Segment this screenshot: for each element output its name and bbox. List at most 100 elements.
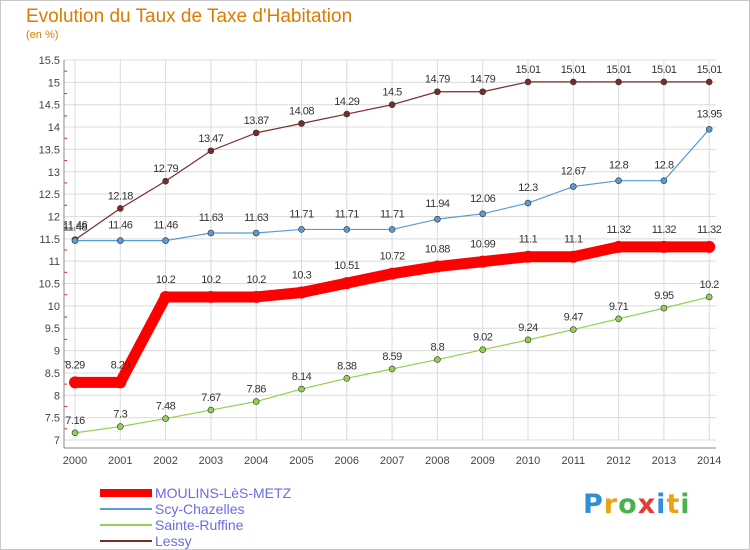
y-tick-label: 12.5: [39, 189, 60, 201]
data-point-moulins-l-s-metz: [657, 240, 670, 253]
proxiti-letter: r: [603, 489, 619, 520]
data-label-scy-chazelles: 11.63: [199, 212, 224, 224]
data-label-lessy: 15.01: [606, 64, 631, 76]
y-tick-label: 11: [49, 256, 60, 268]
x-tick-label: 2011: [561, 455, 585, 467]
data-point-sainte-ruffine: [434, 356, 441, 363]
y-tick-label: 14: [48, 122, 60, 134]
y-tick-label: 8: [54, 390, 60, 402]
y-tick-label: 14.5: [39, 100, 60, 112]
x-tick-label: 2000: [63, 455, 87, 467]
legend-label-sainte-ruffine: Sainte-Ruffine: [155, 517, 244, 533]
data-point-scy-chazelles: [162, 237, 169, 244]
data-point-scy-chazelles: [207, 229, 215, 237]
data-point-lessy: [298, 120, 305, 127]
data-label-sainte-ruffine: 8.59: [382, 351, 402, 363]
data-point-moulins-l-s-metz: [386, 267, 399, 280]
data-label-moulins-l-s-metz: 8.29: [65, 359, 85, 371]
data-point-moulins-l-s-metz: [69, 376, 81, 389]
x-tick-label: 2001: [108, 455, 132, 467]
data-point-scy-chazelles: [117, 237, 124, 244]
data-label-lessy: 13.47: [198, 133, 223, 145]
y-tick-label: 10.5: [39, 279, 60, 291]
x-tick-label: 2010: [516, 455, 540, 467]
data-point-lessy: [660, 78, 668, 86]
data-label-lessy: 15.01: [515, 64, 540, 76]
data-label-scy-chazelles: 13.95: [697, 108, 722, 120]
data-point-sainte-ruffine: [298, 385, 305, 393]
data-point-moulins-l-s-metz: [612, 240, 625, 253]
data-label-moulins-l-s-metz: 10.2: [246, 274, 266, 286]
x-tick-label: 2003: [199, 455, 223, 467]
data-point-lessy: [524, 78, 532, 86]
x-tick-label: 2009: [470, 455, 494, 467]
data-point-lessy: [615, 78, 622, 86]
data-label-sainte-ruffine: 7.86: [246, 384, 266, 396]
data-label-sainte-ruffine: 8.8: [431, 342, 445, 354]
data-point-moulins-l-s-metz: [476, 255, 489, 268]
data-point-lessy: [479, 88, 487, 96]
data-point-sainte-ruffine: [479, 346, 487, 353]
data-label-moulins-l-s-metz: 11.1: [564, 234, 583, 246]
legend-swatch-scy-chazelles: [100, 508, 152, 510]
data-label-lessy: 15.01: [697, 64, 722, 76]
axes: 77.588.599.51010.51111.51212.51313.51414…: [39, 55, 722, 467]
data-label-sainte-ruffine: 7.48: [156, 401, 176, 413]
data-point-sainte-ruffine: [207, 406, 215, 414]
data-point-moulins-l-s-metz: [567, 250, 580, 263]
data-label-sainte-ruffine: 8.38: [337, 360, 357, 372]
data-label-scy-chazelles: 11.71: [289, 208, 314, 220]
y-tick-label: 7: [54, 435, 60, 447]
data-point-lessy: [207, 147, 215, 155]
legend-swatch-lessy: [100, 540, 152, 542]
data-point-scy-chazelles: [434, 215, 441, 223]
data-label-scy-chazelles: 11.71: [380, 208, 405, 220]
data-point-scy-chazelles: [298, 226, 305, 233]
data-label-scy-chazelles: 11.46: [108, 220, 133, 232]
data-point-scy-chazelles: [388, 226, 396, 233]
data-point-lessy: [162, 177, 169, 185]
proxiti-letter: P: [583, 489, 604, 520]
data-point-lessy: [388, 101, 396, 109]
x-tick-label: 2004: [244, 455, 268, 467]
data-point-sainte-ruffine: [252, 398, 260, 405]
data-label-lessy: 12.79: [153, 163, 178, 175]
data-label-moulins-l-s-metz: 10.2: [156, 274, 176, 286]
data-point-sainte-ruffine: [71, 429, 79, 437]
data-point-sainte-ruffine: [705, 293, 713, 301]
data-point-sainte-ruffine: [569, 326, 577, 333]
data-point-lessy: [434, 88, 441, 96]
data-point-scy-chazelles: [705, 125, 713, 133]
data-point-scy-chazelles: [71, 237, 79, 244]
data-label-moulins-l-s-metz: 11.32: [652, 224, 677, 236]
y-tick-label: 9: [54, 346, 60, 358]
data-point-sainte-ruffine: [162, 415, 169, 422]
data-label-lessy: 15.01: [651, 64, 676, 76]
data-label-scy-chazelles: 11.46: [63, 220, 88, 232]
data-label-scy-chazelles: 11.63: [244, 212, 269, 224]
y-tick-label: 8.5: [45, 368, 60, 380]
data-point-scy-chazelles: [479, 210, 487, 218]
data-label-moulins-l-s-metz: 10.3: [292, 269, 312, 281]
data-label-lessy: 14.08: [289, 105, 314, 117]
proxiti-letter: x: [637, 489, 657, 520]
data-point-moulins-l-s-metz: [204, 290, 217, 303]
data-point-scy-chazelles: [252, 229, 260, 237]
data-label-scy-chazelles: 12.67: [561, 166, 586, 178]
data-label-sainte-ruffine: 7.3: [113, 409, 127, 421]
chart-title: Evolution du Taux de Taxe d'Habitation: [26, 6, 353, 27]
data-label-lessy: 14.79: [470, 74, 495, 86]
data-point-sainte-ruffine: [615, 315, 622, 323]
x-tick-label: 2002: [153, 455, 177, 467]
legend-swatch-sainte-ruffine: [100, 524, 152, 526]
data-point-scy-chazelles: [660, 177, 668, 185]
data-point-scy-chazelles: [343, 226, 351, 233]
data-point-sainte-ruffine: [660, 304, 668, 312]
x-tick-label: 2014: [697, 455, 721, 467]
data-point-sainte-ruffine: [388, 365, 396, 373]
data-label-lessy: 14.79: [425, 74, 450, 86]
data-point-lessy: [117, 205, 124, 212]
y-tick-label: 15: [48, 77, 60, 89]
data-label-lessy: 14.29: [334, 96, 359, 108]
